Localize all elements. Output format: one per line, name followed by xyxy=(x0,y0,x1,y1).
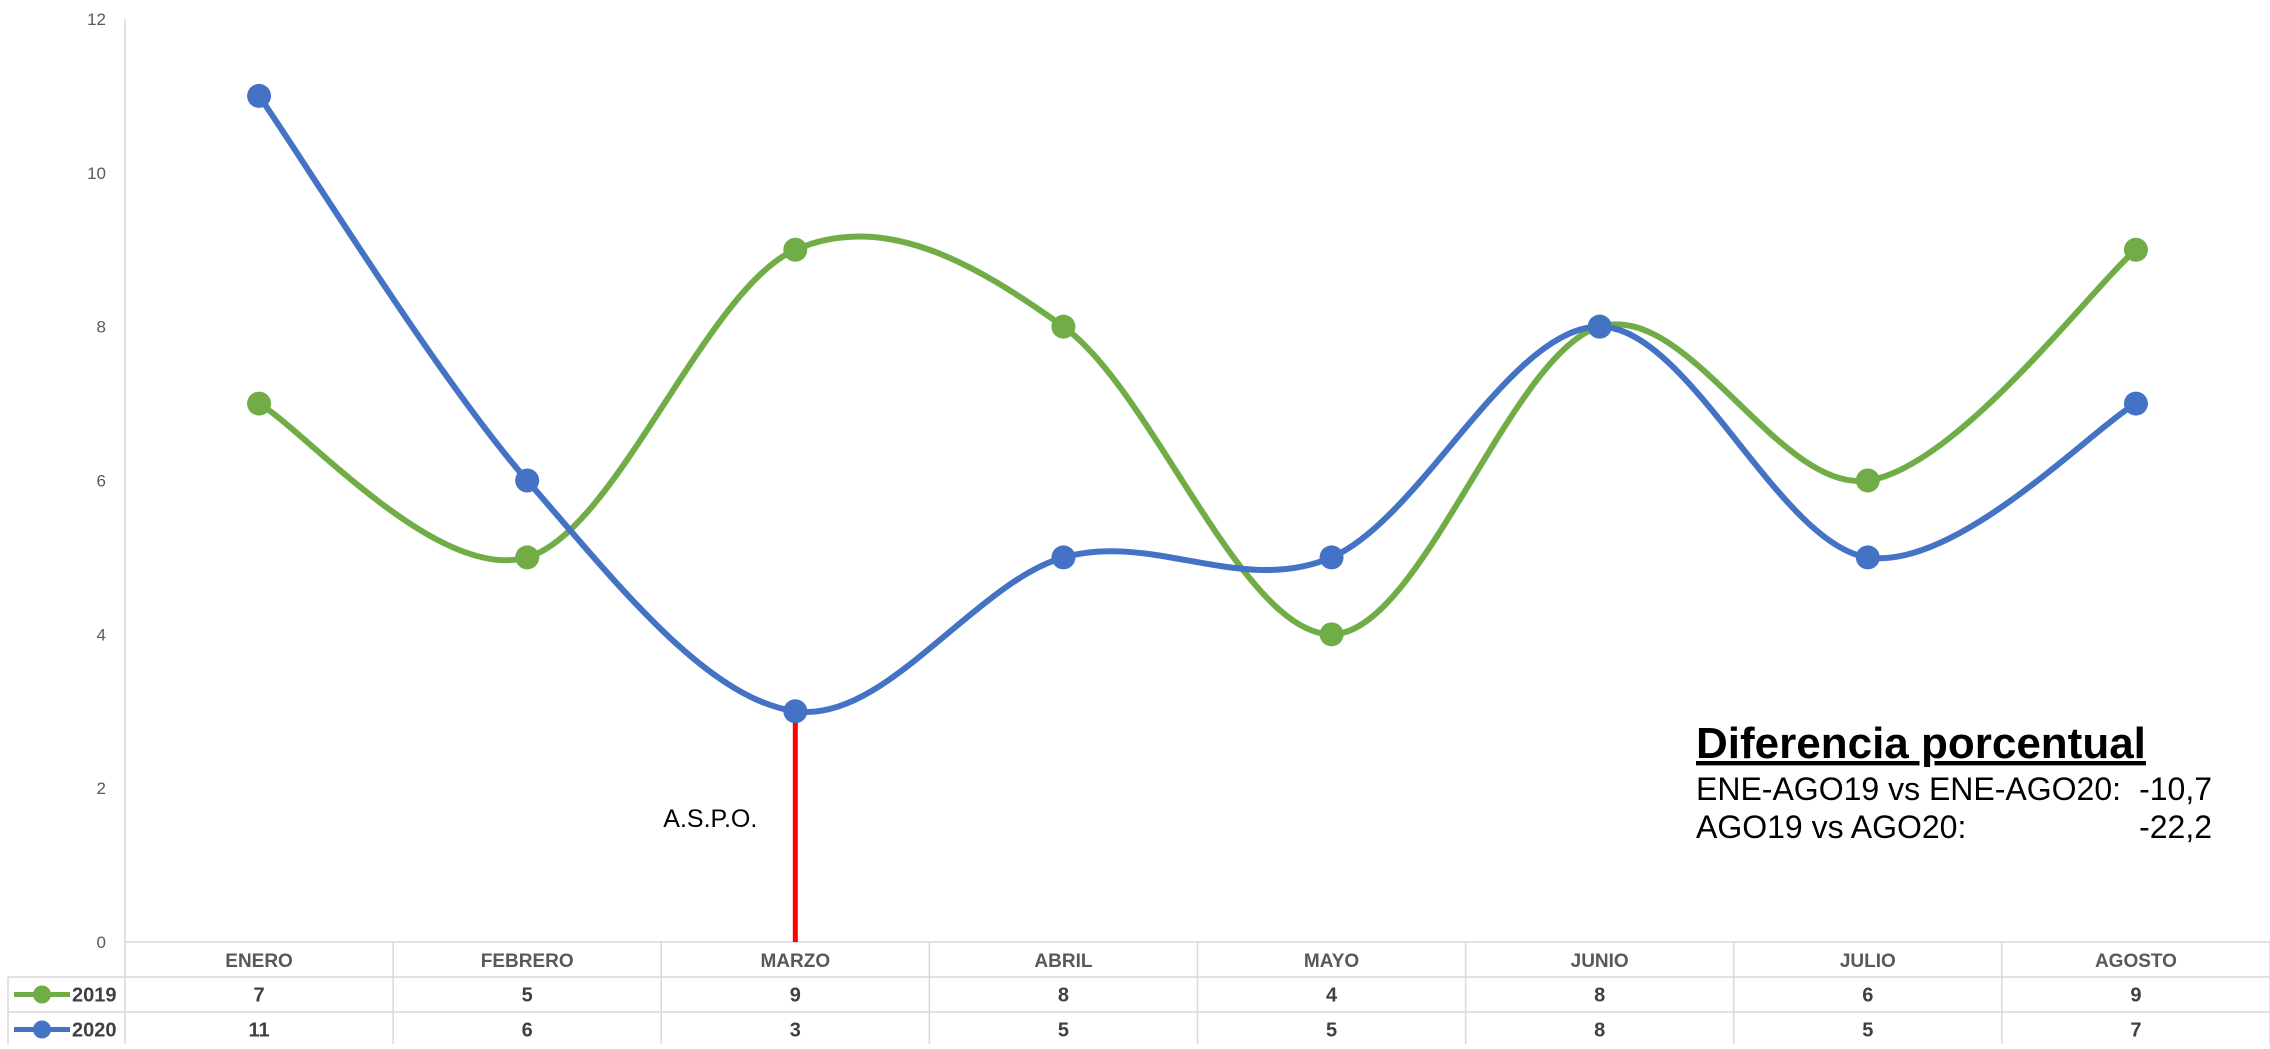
note-row-2-value: -22,2 xyxy=(2139,809,2212,845)
note-row-1-label: ENE-AGO19 vs ENE-AGO20: xyxy=(1696,771,2121,807)
data-point-2020 xyxy=(247,83,272,108)
table-cell-value: 6 xyxy=(522,1020,533,1042)
table-cell-value: 7 xyxy=(2130,1020,2141,1042)
data-point-2019 xyxy=(1319,622,1344,647)
x-category-label: ENERO xyxy=(225,951,293,972)
data-point-2020 xyxy=(515,468,540,493)
data-point-2020 xyxy=(783,699,808,724)
event-marker-label: A.S.P.O. xyxy=(663,805,757,833)
legend-series-name: 2019 xyxy=(72,985,117,1007)
legend-key-marker xyxy=(33,985,51,1004)
series-line-2019 xyxy=(256,233,2139,638)
x-category-label: MAYO xyxy=(1304,951,1359,972)
percent-difference-note: Diferencia porcentual ENE-AGO19 vs ENE-A… xyxy=(1696,719,2212,845)
data-table: ENERO FEBRERO MARZO ABRIL MAYO JUNIO JULIO AGOS… xyxy=(7,941,2270,1048)
table-cell-value: 3 xyxy=(790,1020,801,1042)
data-point-2019 xyxy=(247,391,272,416)
table-cell-value: 9 xyxy=(2130,985,2141,1007)
y-tick-label: 4 xyxy=(97,625,106,644)
table-cell-value: 5 xyxy=(522,985,533,1007)
series-lines xyxy=(247,83,2148,724)
table-cell-value: 5 xyxy=(1326,1020,1337,1042)
table-cell-value: 11 xyxy=(248,1020,269,1042)
table-cell-value: 8 xyxy=(1594,985,1605,1007)
y-tick-label: 6 xyxy=(97,472,106,491)
table-cell-value: 8 xyxy=(1058,985,1069,1007)
data-point-2020 xyxy=(1051,545,1076,570)
legend-series-name: 2020 xyxy=(72,1020,117,1042)
event-marker: A.S.P.O. xyxy=(663,722,798,942)
table-cell-value: 5 xyxy=(1862,1020,1873,1042)
data-point-2019 xyxy=(783,237,808,262)
y-tick-label: 8 xyxy=(97,318,106,337)
data-point-2020 xyxy=(1587,314,1612,339)
table-cell-value: 7 xyxy=(254,985,265,1007)
data-point-2020 xyxy=(2123,391,2148,416)
x-category-label: ABRIL xyxy=(1034,951,1092,972)
y-tick-label: 0 xyxy=(97,933,106,952)
table-cell-value: 9 xyxy=(790,985,801,1007)
series-line-2020 xyxy=(256,92,2139,716)
axes: 0 2 4 6 8 10 12 xyxy=(87,10,126,952)
table-cell-value: 6 xyxy=(1862,985,1873,1007)
legend-key-marker xyxy=(33,1020,51,1039)
note-row-1-value: -10,7 xyxy=(2139,771,2212,807)
x-category-label: MARZO xyxy=(760,951,830,972)
data-point-2020 xyxy=(1319,545,1344,570)
x-category-label: FEBRERO xyxy=(481,951,574,972)
data-point-2019 xyxy=(515,545,540,570)
data-point-2020 xyxy=(1855,545,1880,570)
note-row-2-label: AGO19 vs AGO20: xyxy=(1696,809,1966,845)
y-tick-label: 10 xyxy=(87,164,106,183)
table-cell-value: 5 xyxy=(1058,1020,1069,1042)
x-category-label: JUNIO xyxy=(1571,951,1629,972)
y-tick-label: 12 xyxy=(87,10,106,29)
note-title: Diferencia porcentual xyxy=(1696,719,2146,768)
data-point-2019 xyxy=(1051,314,1076,339)
data-point-2019 xyxy=(1855,468,1880,493)
data-point-2019 xyxy=(2123,237,2148,262)
table-cell-value: 4 xyxy=(1326,985,1338,1007)
x-category-label: AGOSTO xyxy=(2095,951,2177,972)
table-cell-value: 8 xyxy=(1594,1020,1605,1042)
y-tick-label: 2 xyxy=(97,779,106,798)
x-category-label: JULIO xyxy=(1840,951,1896,972)
